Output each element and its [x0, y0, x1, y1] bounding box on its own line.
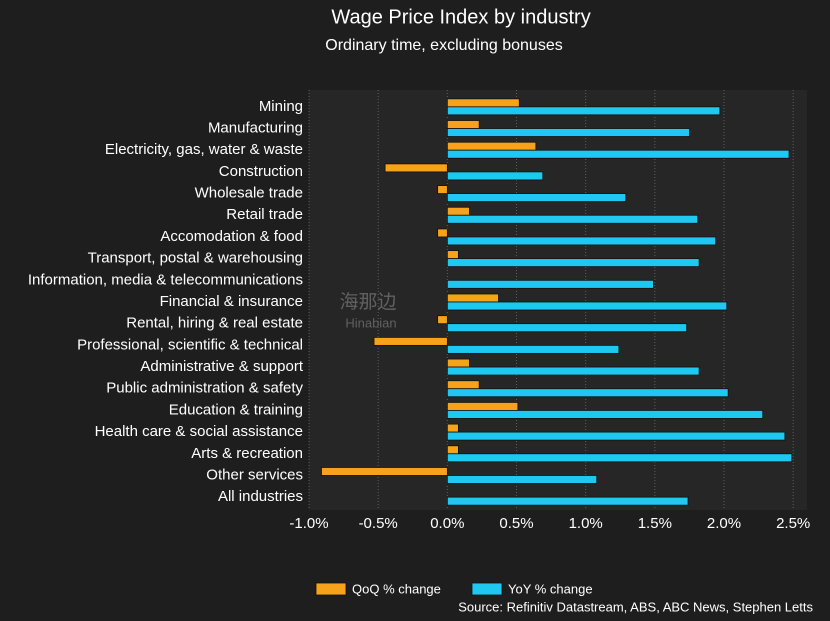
chart-subtitle: Ordinary time, excluding bonuses: [325, 37, 562, 54]
bar: [446, 98, 520, 108]
bar: [446, 453, 793, 463]
y-tick-label: Professional, scientific & technical: [77, 336, 303, 353]
x-tick-label: 1.5%: [638, 515, 672, 532]
bar: [373, 336, 448, 346]
bar: [446, 388, 729, 398]
bar: [446, 475, 598, 484]
watermark: 海那边: [339, 291, 396, 313]
chart-title: Wage Price Index by industry: [331, 6, 590, 28]
x-tick-label: 0.0%: [430, 515, 464, 532]
bar: [446, 193, 627, 202]
y-tick-label: Health care & social assistance: [95, 423, 303, 440]
bar: [446, 323, 688, 333]
legend-label: YoY % change: [508, 581, 593, 596]
bar: [437, 185, 448, 194]
bar: [446, 431, 786, 441]
y-tick-label: Transport, postal & warehousing: [88, 250, 303, 267]
bar: [446, 149, 790, 159]
x-tick-label: -0.5%: [359, 515, 398, 532]
x-tick-label: 2.5%: [776, 515, 810, 532]
bar: [446, 301, 728, 311]
y-tick-label: Arts & recreation: [191, 445, 303, 462]
bar: [446, 141, 537, 151]
x-tick-label: 1.0%: [569, 515, 603, 532]
bar: [446, 358, 470, 368]
bar: [446, 120, 480, 129]
y-tick-label: Manufacturing: [208, 119, 303, 136]
bar: [446, 344, 620, 354]
bar: [446, 410, 764, 419]
y-tick-label: Administrative & support: [140, 358, 303, 375]
y-tick-label: Education & training: [169, 401, 303, 418]
source: Source: Refinitiv Datastream, ABS, ABC N…: [458, 599, 813, 614]
y-tick-label: Mining: [259, 98, 303, 115]
y-tick-label: Accomodation & food: [160, 228, 303, 245]
legend-swatch: [315, 582, 347, 596]
bar: [446, 293, 499, 303]
bar: [446, 423, 459, 433]
x-tick-label: 2.0%: [707, 515, 741, 532]
y-tick-label: Retail trade: [226, 206, 303, 223]
legend-label: QoQ % change: [352, 581, 441, 596]
bar: [446, 128, 690, 137]
y-tick-label: Information, media & telecommunications: [28, 271, 303, 288]
bar: [437, 315, 448, 325]
x-tick-label: 0.5%: [499, 515, 533, 532]
bar: [321, 467, 448, 476]
bar: [446, 106, 721, 116]
bar: [446, 279, 654, 289]
y-tick-label: Rental, hiring & real estate: [126, 315, 303, 332]
bar: [446, 380, 480, 390]
bar: [384, 163, 448, 173]
y-tick-label: Financial & insurance: [160, 293, 303, 310]
y-tick-label: Other services: [206, 466, 303, 483]
bar: [437, 228, 448, 238]
bar: [446, 496, 689, 506]
y-tick-label: All industries: [218, 488, 303, 505]
watermark: Hinabian: [345, 315, 396, 330]
bar: [446, 366, 700, 376]
bar: [446, 236, 717, 246]
y-tick-label: Wholesale trade: [195, 185, 303, 202]
bar: [446, 445, 459, 455]
bar: [446, 402, 519, 411]
bar: [446, 206, 470, 216]
y-tick-label: Electricity, gas, water & waste: [105, 141, 303, 158]
legend-swatch: [471, 582, 503, 596]
bar: [446, 214, 699, 224]
y-tick-label: Public administration & safety: [106, 380, 303, 397]
bar: [446, 171, 544, 181]
bar: [446, 258, 700, 268]
y-tick-label: Construction: [219, 163, 303, 180]
bar: [446, 250, 459, 260]
x-tick-label: -1.0%: [289, 515, 328, 532]
